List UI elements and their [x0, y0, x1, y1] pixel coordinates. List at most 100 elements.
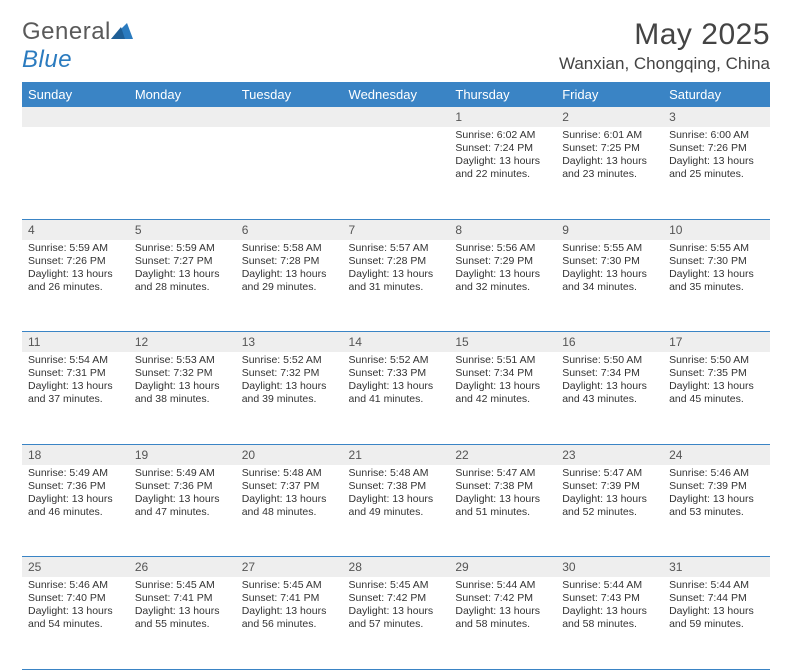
calendar-body: 123Sunrise: 6:02 AMSunset: 7:24 PMDaylig…	[22, 107, 770, 669]
day-number: 20	[236, 444, 343, 465]
day-number: 25	[22, 557, 129, 578]
dow-saturday: Saturday	[663, 82, 770, 107]
sunset-line: Sunset: 7:30 PM	[562, 255, 657, 268]
day-number: 22	[449, 444, 556, 465]
day-number: 6	[236, 219, 343, 240]
sunset-line: Sunset: 7:26 PM	[669, 142, 764, 155]
day-cell: Sunrise: 5:45 AMSunset: 7:41 PMDaylight:…	[129, 577, 236, 636]
day-cell: Sunrise: 5:48 AMSunset: 7:37 PMDaylight:…	[236, 465, 343, 524]
daylight-line: Daylight: 13 hours and 48 minutes.	[242, 493, 337, 519]
day-cell: Sunrise: 5:55 AMSunset: 7:30 PMDaylight:…	[556, 240, 663, 299]
sunset-line: Sunset: 7:34 PM	[562, 367, 657, 380]
dow-row: Sunday Monday Tuesday Wednesday Thursday…	[22, 82, 770, 107]
month-title: May 2025	[559, 18, 770, 52]
sunrise-line: Sunrise: 6:02 AM	[455, 129, 550, 142]
day-cell: Sunrise: 5:52 AMSunset: 7:33 PMDaylight:…	[343, 352, 450, 411]
logo-general: General	[22, 18, 111, 45]
sunset-line: Sunset: 7:41 PM	[135, 592, 230, 605]
day-number: 4	[22, 219, 129, 240]
daylight-line: Daylight: 13 hours and 28 minutes.	[135, 268, 230, 294]
day-cell: Sunrise: 5:58 AMSunset: 7:28 PMDaylight:…	[236, 240, 343, 299]
sunrise-line: Sunrise: 5:50 AM	[669, 354, 764, 367]
day-number: 27	[236, 557, 343, 578]
sunset-line: Sunset: 7:24 PM	[455, 142, 550, 155]
sunrise-line: Sunrise: 5:47 AM	[455, 467, 550, 480]
sunrise-line: Sunrise: 5:46 AM	[669, 467, 764, 480]
day-number: 11	[22, 332, 129, 353]
day-number: 1	[449, 107, 556, 127]
daylight-line: Daylight: 13 hours and 47 minutes.	[135, 493, 230, 519]
daylight-line: Daylight: 13 hours and 38 minutes.	[135, 380, 230, 406]
day-number: 13	[236, 332, 343, 353]
sunrise-line: Sunrise: 5:44 AM	[455, 579, 550, 592]
sunrise-line: Sunrise: 5:45 AM	[349, 579, 444, 592]
daylight-line: Daylight: 13 hours and 54 minutes.	[28, 605, 123, 631]
day-number: 30	[556, 557, 663, 578]
daylight-line: Daylight: 13 hours and 58 minutes.	[562, 605, 657, 631]
sunrise-line: Sunrise: 5:49 AM	[135, 467, 230, 480]
day-cell: Sunrise: 5:46 AMSunset: 7:40 PMDaylight:…	[22, 577, 129, 636]
sunset-line: Sunset: 7:27 PM	[135, 255, 230, 268]
day-cell: Sunrise: 5:50 AMSunset: 7:35 PMDaylight:…	[663, 352, 770, 411]
sunrise-line: Sunrise: 5:52 AM	[242, 354, 337, 367]
day-number: 15	[449, 332, 556, 353]
sunset-line: Sunset: 7:44 PM	[669, 592, 764, 605]
sunrise-line: Sunrise: 5:51 AM	[455, 354, 550, 367]
day-number: 14	[343, 332, 450, 353]
day-cell: Sunrise: 5:47 AMSunset: 7:39 PMDaylight:…	[556, 465, 663, 524]
sunrise-line: Sunrise: 5:48 AM	[242, 467, 337, 480]
sunset-line: Sunset: 7:31 PM	[28, 367, 123, 380]
dow-thursday: Thursday	[449, 82, 556, 107]
dow-sunday: Sunday	[22, 82, 129, 107]
day-cell: Sunrise: 5:59 AMSunset: 7:26 PMDaylight:…	[22, 240, 129, 299]
location: Wanxian, Chongqing, China	[559, 54, 770, 74]
daylight-line: Daylight: 13 hours and 35 minutes.	[669, 268, 764, 294]
day-cell: Sunrise: 5:44 AMSunset: 7:42 PMDaylight:…	[449, 577, 556, 636]
day-number: 8	[449, 219, 556, 240]
day-number: 18	[22, 444, 129, 465]
sunrise-line: Sunrise: 5:49 AM	[28, 467, 123, 480]
day-number: 23	[556, 444, 663, 465]
day-cell: Sunrise: 5:57 AMSunset: 7:28 PMDaylight:…	[343, 240, 450, 299]
day-number: 5	[129, 219, 236, 240]
daylight-line: Daylight: 13 hours and 42 minutes.	[455, 380, 550, 406]
dow-friday: Friday	[556, 82, 663, 107]
day-cell: Sunrise: 5:47 AMSunset: 7:38 PMDaylight:…	[449, 465, 556, 524]
daylight-line: Daylight: 13 hours and 31 minutes.	[349, 268, 444, 294]
logo: GeneralBlue	[22, 18, 133, 74]
calendar-table: Sunday Monday Tuesday Wednesday Thursday…	[22, 82, 770, 670]
daylight-line: Daylight: 13 hours and 29 minutes.	[242, 268, 337, 294]
header: GeneralBlue May 2025 Wanxian, Chongqing,…	[22, 18, 770, 74]
daylight-line: Daylight: 13 hours and 55 minutes.	[135, 605, 230, 631]
sunrise-line: Sunrise: 5:44 AM	[562, 579, 657, 592]
daylight-line: Daylight: 13 hours and 51 minutes.	[455, 493, 550, 519]
sunrise-line: Sunrise: 5:44 AM	[669, 579, 764, 592]
daylight-line: Daylight: 13 hours and 58 minutes.	[455, 605, 550, 631]
sunrise-line: Sunrise: 5:53 AM	[135, 354, 230, 367]
dow-wednesday: Wednesday	[343, 82, 450, 107]
sunset-line: Sunset: 7:38 PM	[349, 480, 444, 493]
sunrise-line: Sunrise: 5:55 AM	[562, 242, 657, 255]
day-number: 17	[663, 332, 770, 353]
sunset-line: Sunset: 7:28 PM	[349, 255, 444, 268]
sunset-line: Sunset: 7:32 PM	[242, 367, 337, 380]
sunrise-line: Sunrise: 5:55 AM	[669, 242, 764, 255]
sunset-line: Sunset: 7:36 PM	[135, 480, 230, 493]
sunrise-line: Sunrise: 5:57 AM	[349, 242, 444, 255]
sunrise-line: Sunrise: 5:58 AM	[242, 242, 337, 255]
day-cell: Sunrise: 5:55 AMSunset: 7:30 PMDaylight:…	[663, 240, 770, 299]
daylight-line: Daylight: 13 hours and 43 minutes.	[562, 380, 657, 406]
sunset-line: Sunset: 7:36 PM	[28, 480, 123, 493]
day-cell: Sunrise: 5:54 AMSunset: 7:31 PMDaylight:…	[22, 352, 129, 411]
day-cell: Sunrise: 6:02 AMSunset: 7:24 PMDaylight:…	[449, 127, 556, 186]
day-number: 7	[343, 219, 450, 240]
daylight-line: Daylight: 13 hours and 45 minutes.	[669, 380, 764, 406]
sunrise-line: Sunrise: 5:45 AM	[242, 579, 337, 592]
day-cell: Sunrise: 5:45 AMSunset: 7:42 PMDaylight:…	[343, 577, 450, 636]
sunset-line: Sunset: 7:32 PM	[135, 367, 230, 380]
daylight-line: Daylight: 13 hours and 46 minutes.	[28, 493, 123, 519]
daylight-line: Daylight: 13 hours and 53 minutes.	[669, 493, 764, 519]
sunrise-line: Sunrise: 5:45 AM	[135, 579, 230, 592]
day-cell: Sunrise: 5:46 AMSunset: 7:39 PMDaylight:…	[663, 465, 770, 524]
day-cell: Sunrise: 5:53 AMSunset: 7:32 PMDaylight:…	[129, 352, 236, 411]
